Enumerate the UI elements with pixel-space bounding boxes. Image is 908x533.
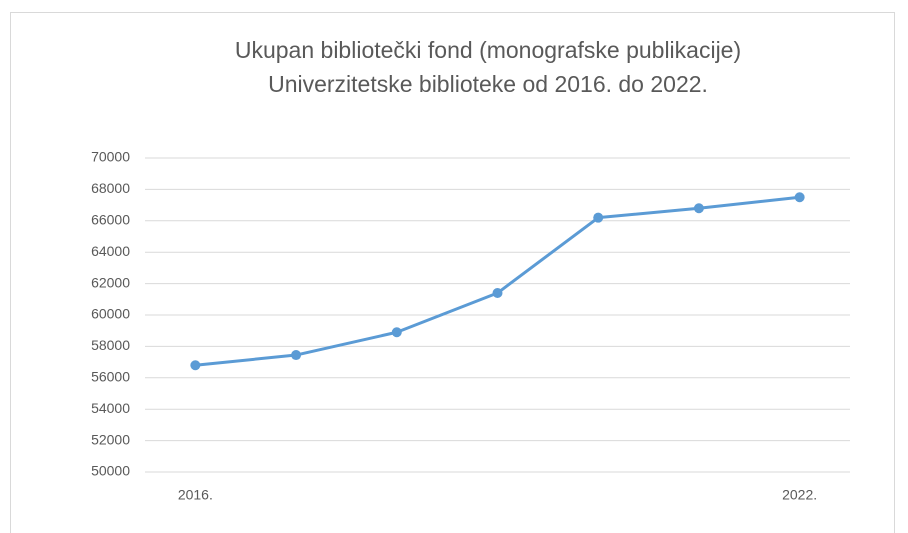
x-tick-label: 2016. (178, 487, 213, 503)
chart-title: Univerzitetske biblioteke od 2016. do 20… (268, 71, 708, 97)
data-point (190, 360, 201, 371)
y-tick-label: 56000 (91, 369, 130, 385)
y-tick-label: 54000 (91, 400, 130, 416)
y-tick-label: 64000 (91, 243, 130, 259)
data-point (391, 327, 402, 338)
y-tick-label: 66000 (91, 212, 130, 228)
data-point (492, 288, 503, 299)
chart-title: Ukupan bibliotečki fond (monografske pub… (235, 37, 741, 63)
x-tick-label: 2022. (782, 487, 817, 503)
y-tick-label: 60000 (91, 306, 130, 322)
y-tick-label: 52000 (91, 431, 130, 447)
y-tick-label: 62000 (91, 274, 130, 290)
y-tick-label: 58000 (91, 337, 130, 353)
data-point (291, 350, 302, 361)
data-point (794, 192, 805, 203)
chart-frame (10, 12, 895, 533)
y-tick-label: 50000 (91, 463, 130, 479)
y-tick-label: 70000 (91, 149, 130, 165)
y-tick-label: 68000 (91, 180, 130, 196)
data-point (593, 212, 604, 223)
data-point (693, 203, 704, 214)
